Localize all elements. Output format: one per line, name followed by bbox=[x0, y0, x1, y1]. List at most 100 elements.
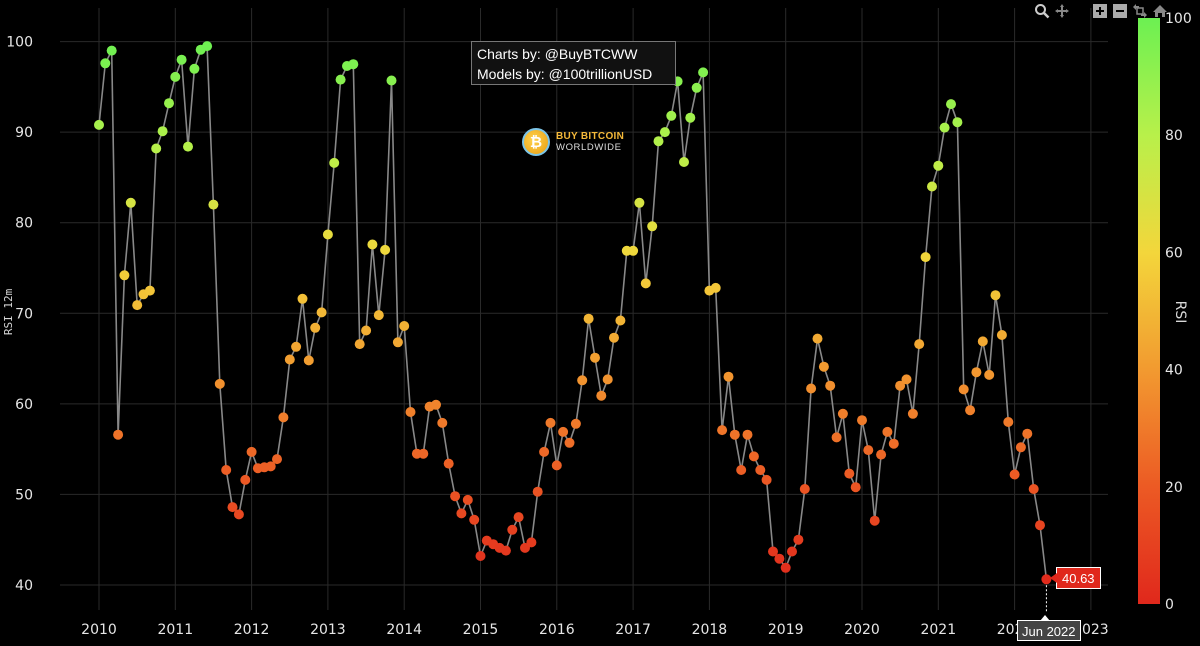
data-point[interactable] bbox=[729, 429, 740, 440]
data-point[interactable] bbox=[106, 45, 117, 56]
data-point[interactable] bbox=[653, 136, 664, 147]
home-icon[interactable] bbox=[1152, 3, 1168, 19]
data-point[interactable] bbox=[691, 82, 702, 93]
data-point[interactable] bbox=[850, 482, 861, 493]
data-point[interactable] bbox=[590, 352, 600, 363]
data-point[interactable] bbox=[386, 75, 397, 86]
data-point[interactable] bbox=[863, 445, 874, 456]
data-point[interactable] bbox=[984, 369, 995, 380]
data-point[interactable] bbox=[316, 307, 327, 318]
data-point[interactable] bbox=[564, 437, 575, 448]
data-point[interactable] bbox=[526, 537, 537, 548]
data-point[interactable] bbox=[818, 361, 829, 372]
data-point[interactable] bbox=[710, 282, 721, 293]
data-point[interactable] bbox=[214, 378, 225, 389]
data-point[interactable] bbox=[265, 461, 276, 472]
data-point[interactable] bbox=[1035, 520, 1045, 531]
data-point[interactable] bbox=[755, 465, 766, 475]
data-point[interactable] bbox=[837, 408, 848, 419]
data-point[interactable] bbox=[971, 367, 982, 378]
data-point[interactable] bbox=[780, 562, 791, 573]
data-point[interactable] bbox=[284, 354, 295, 365]
data-point[interactable] bbox=[895, 380, 906, 391]
data-point[interactable] bbox=[221, 465, 232, 475]
data-point[interactable] bbox=[1009, 469, 1020, 480]
zoom-icon[interactable] bbox=[1034, 3, 1050, 19]
data-point[interactable] bbox=[806, 383, 817, 394]
data-point[interactable] bbox=[113, 429, 124, 440]
data-point[interactable] bbox=[551, 460, 562, 471]
data-point[interactable] bbox=[100, 58, 111, 69]
data-point[interactable] bbox=[990, 290, 1001, 301]
data-point[interactable] bbox=[164, 98, 174, 109]
data-point[interactable] bbox=[570, 418, 581, 429]
data-point[interactable] bbox=[170, 71, 181, 82]
data-point[interactable] bbox=[462, 494, 473, 505]
data-point[interactable] bbox=[882, 426, 893, 437]
data-point[interactable] bbox=[723, 371, 734, 382]
data-point[interactable] bbox=[977, 336, 988, 347]
data-point[interactable] bbox=[157, 126, 168, 137]
data-point[interactable] bbox=[437, 417, 448, 428]
data-point[interactable] bbox=[189, 63, 200, 74]
data-point[interactable] bbox=[303, 355, 314, 366]
data-point[interactable] bbox=[901, 374, 912, 385]
data-point[interactable] bbox=[291, 341, 302, 352]
data-point[interactable] bbox=[583, 313, 594, 324]
data-point[interactable] bbox=[1015, 442, 1026, 453]
data-point[interactable] bbox=[132, 300, 143, 311]
data-point[interactable] bbox=[246, 446, 257, 457]
data-point[interactable] bbox=[125, 197, 136, 208]
data-point[interactable] bbox=[233, 509, 244, 520]
data-point[interactable] bbox=[1028, 484, 1039, 494]
data-point[interactable] bbox=[736, 465, 747, 475]
data-point[interactable] bbox=[857, 415, 867, 426]
data-point[interactable] bbox=[513, 512, 524, 523]
data-point[interactable] bbox=[310, 322, 321, 333]
data-point[interactable] bbox=[443, 458, 454, 469]
data-point[interactable] bbox=[965, 405, 976, 416]
data-point[interactable] bbox=[373, 310, 384, 321]
data-point[interactable] bbox=[787, 546, 797, 557]
data-point[interactable] bbox=[596, 390, 607, 401]
data-point[interactable] bbox=[609, 332, 619, 343]
data-point[interactable] bbox=[380, 244, 391, 255]
data-point[interactable] bbox=[361, 325, 372, 336]
data-point[interactable] bbox=[418, 448, 429, 459]
data-point[interactable] bbox=[272, 454, 282, 465]
data-point[interactable] bbox=[469, 514, 480, 525]
data-point[interactable] bbox=[812, 333, 823, 344]
data-point[interactable] bbox=[367, 239, 378, 250]
data-point[interactable] bbox=[907, 408, 918, 419]
data-point[interactable] bbox=[615, 315, 626, 326]
rsi-data-points[interactable] bbox=[94, 41, 1052, 585]
data-point[interactable] bbox=[431, 399, 441, 410]
data-point[interactable] bbox=[666, 110, 677, 121]
data-point[interactable] bbox=[748, 451, 759, 462]
data-point[interactable] bbox=[888, 438, 899, 449]
data-point[interactable] bbox=[844, 468, 855, 479]
data-point[interactable] bbox=[685, 112, 696, 123]
data-point[interactable] bbox=[144, 285, 155, 296]
data-point[interactable] bbox=[297, 293, 308, 304]
data-point[interactable] bbox=[659, 127, 670, 138]
data-point[interactable] bbox=[914, 339, 925, 350]
data-point[interactable] bbox=[958, 384, 969, 395]
data-point[interactable] bbox=[329, 157, 340, 168]
data-point[interactable] bbox=[647, 221, 658, 232]
data-point[interactable] bbox=[208, 199, 219, 210]
data-point[interactable] bbox=[348, 59, 359, 70]
data-point[interactable] bbox=[335, 74, 346, 85]
data-point[interactable] bbox=[227, 502, 238, 513]
data-point[interactable] bbox=[793, 534, 804, 545]
zoom-in-icon[interactable] bbox=[1092, 3, 1108, 19]
data-point[interactable] bbox=[240, 474, 251, 485]
data-point[interactable] bbox=[399, 321, 410, 331]
data-point[interactable] bbox=[119, 270, 130, 281]
data-point[interactable] bbox=[774, 553, 785, 564]
data-point[interactable] bbox=[876, 449, 887, 460]
data-point[interactable] bbox=[602, 374, 613, 385]
data-point[interactable] bbox=[939, 122, 950, 133]
zoom-out-icon[interactable] bbox=[1112, 3, 1128, 19]
data-point[interactable] bbox=[558, 426, 569, 437]
